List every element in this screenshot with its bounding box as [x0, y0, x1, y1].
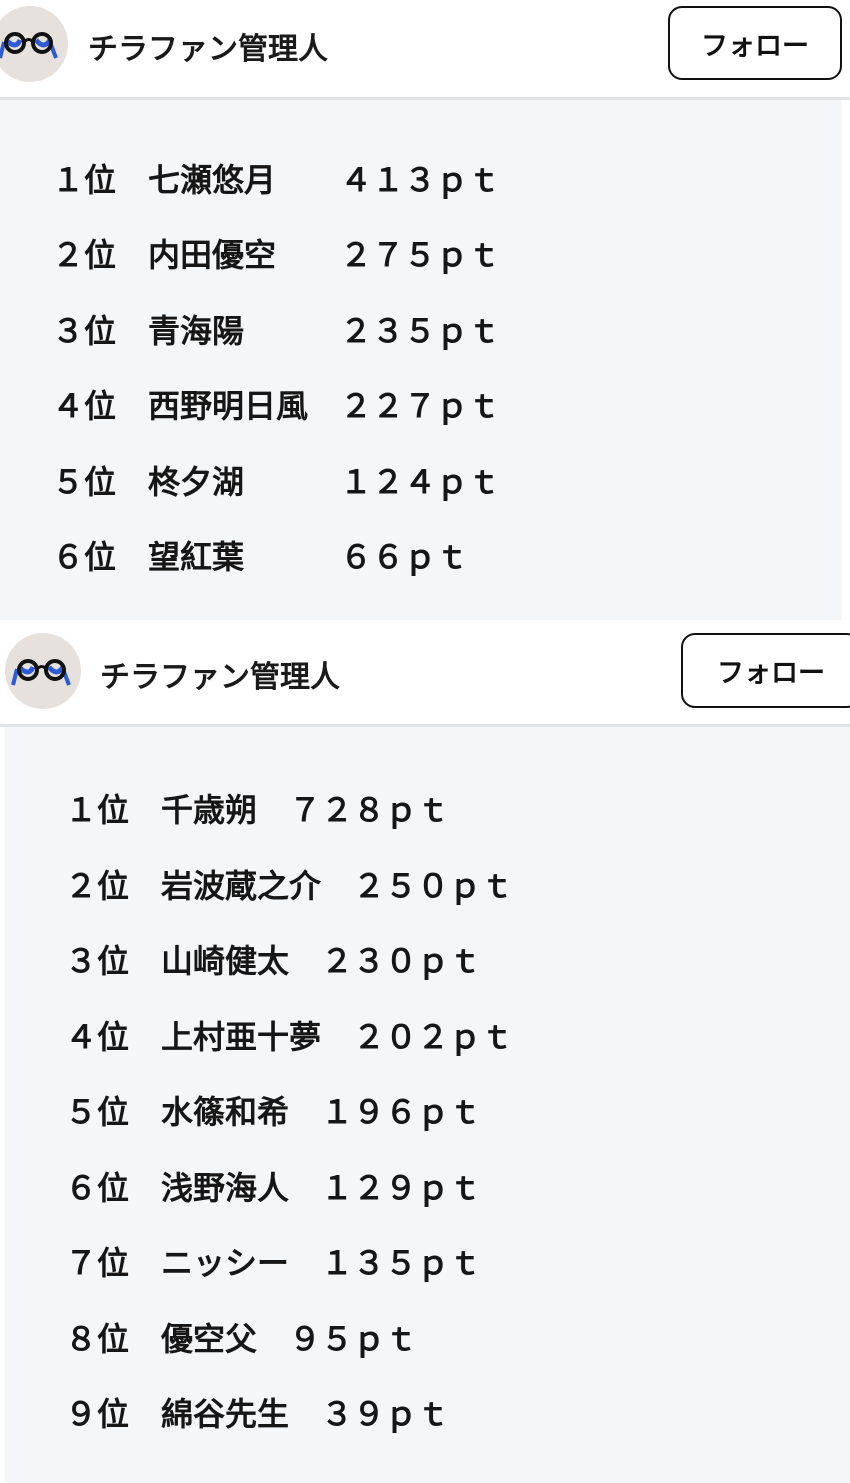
ranking-list: １位 七瀬悠月 ４１３ｐｔ ２位 内田優空 ２７５ｐｔ ３位 青海陽 ２３５ｐｔ…: [0, 100, 842, 620]
ranking-row: ４位 西野明日風 ２２７ｐｔ: [52, 387, 501, 425]
post-header: チラファン管理人 フォロー: [0, 0, 850, 100]
ranking-list: １位 千歳朔 ７２８ｐｔ ２位 岩波蔵之介 ２５０ｐｔ ３位 山崎健太 ２３０ｐ…: [5, 727, 850, 1483]
ranking-row: ８位 優空父 ９５ｐｔ: [65, 1320, 418, 1358]
ranking-row: ３位 青海陽 ２３５ｐｔ: [52, 312, 501, 350]
ranking-row: ５位 柊夕湖 １２４ｐｔ: [52, 463, 501, 501]
ranking-row: ２位 岩波蔵之介 ２５０ｐｔ: [65, 867, 514, 905]
post-1: チラファン管理人 フォロー １位 七瀬悠月 ４１３ｐｔ ２位 内田優空 ２７５ｐ…: [0, 0, 850, 620]
avatar[interactable]: [0, 6, 68, 82]
glasses-icon: [0, 32, 58, 59]
ranking-row: ３位 山崎健太 ２３０ｐｔ: [65, 942, 482, 980]
ranking-row: １位 千歳朔 ７２８ｐｔ: [65, 791, 450, 829]
follow-button[interactable]: フォロー: [668, 6, 842, 80]
glasses-icon: [11, 659, 71, 686]
ranking-row: ６位 望紅葉 ６６ｐｔ: [52, 538, 469, 576]
author-name[interactable]: チラファン管理人: [88, 32, 328, 67]
ranking-row: １位 七瀬悠月 ４１３ｐｔ: [52, 161, 501, 199]
follow-button[interactable]: フォロー: [681, 633, 850, 708]
avatar[interactable]: [5, 633, 81, 709]
ranking-row: ９位 綿谷先生 ３９ｐｔ: [65, 1395, 450, 1433]
ranking-row: ６位 浅野海人 １２９ｐｔ: [65, 1169, 482, 1207]
ranking-row: ４位 上村亜十夢 ２０２ｐｔ: [65, 1018, 514, 1056]
post-header: チラファン管理人 フォロー: [0, 620, 850, 727]
ranking-row: ２位 内田優空 ２７５ｐｔ: [52, 236, 501, 274]
ranking-row: ７位 ニッシー １３５ｐｔ: [65, 1244, 482, 1282]
author-name[interactable]: チラファン管理人: [100, 660, 340, 695]
ranking-row: ５位 水篠和希 １９６ｐｔ: [65, 1093, 482, 1131]
post-2: チラファン管理人 フォロー １位 千歳朔 ７２８ｐｔ ２位 岩波蔵之介 ２５０ｐ…: [0, 620, 850, 1483]
